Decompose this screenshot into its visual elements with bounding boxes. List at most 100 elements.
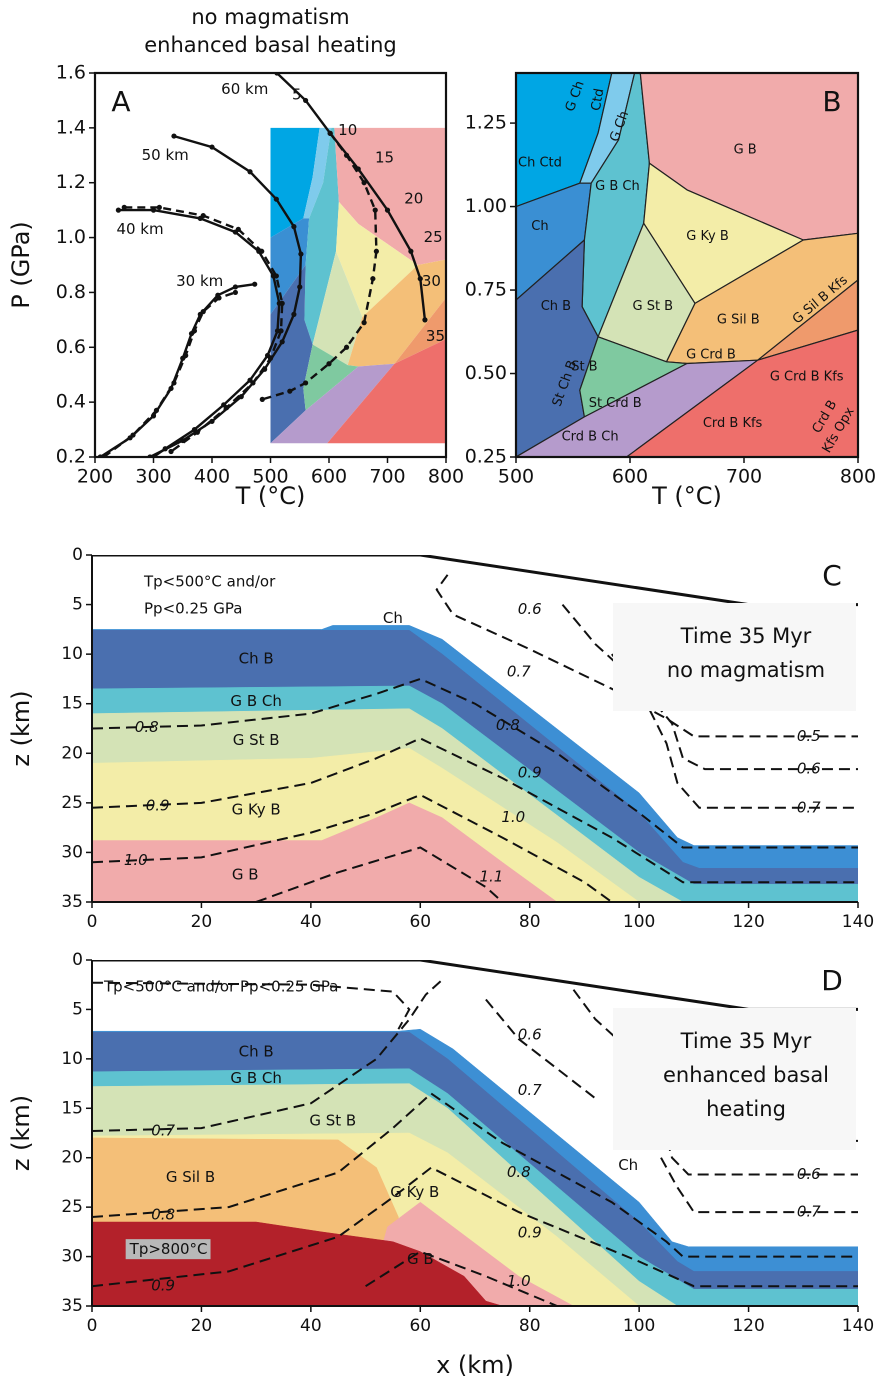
panel-title: no magmatism (667, 658, 825, 682)
pt-dot (250, 380, 256, 386)
y-tick-label: 15 (61, 694, 83, 714)
pt-dot (370, 276, 376, 282)
y-tick-label: 35 (61, 892, 83, 912)
pt-dot (361, 180, 367, 186)
pt-dot (417, 276, 423, 282)
y-axis-label: z (km) (7, 690, 35, 766)
pt-dot (291, 311, 297, 317)
phase-field (312, 251, 363, 366)
panel-letter: B (822, 85, 841, 118)
contour-label: 0.7 (797, 798, 821, 816)
pt-path (276, 73, 427, 321)
phase-label: G St B (233, 731, 280, 749)
contour-label: 0.7 (797, 1203, 821, 1221)
phase-field (625, 329, 858, 457)
note: Tp<500°C and/or Pp<0.25 GPa (103, 978, 339, 996)
y-tick-label: 0.6 (56, 336, 86, 358)
pt-dot (278, 328, 284, 334)
pt-dot (209, 418, 215, 424)
title-box (613, 1008, 856, 1150)
pt-dot (298, 251, 304, 257)
phase-label: Ch Ctd (518, 156, 562, 171)
time-label: 30 (422, 272, 441, 290)
phase-label: G Crd B (686, 348, 736, 363)
x-axis-label: T (°C) (651, 482, 722, 510)
chart-title: no magmatism (191, 5, 349, 29)
isobar-contour (92, 737, 858, 884)
isobar-contour (485, 998, 597, 1100)
phase-label: G Sil B (166, 1168, 215, 1186)
x-tick-label: 60 (409, 912, 431, 932)
x-tick-label: 20 (191, 1316, 213, 1336)
phase-label: Ch (618, 1156, 638, 1174)
y-tick-label: 0.8 (56, 281, 86, 303)
x-axis-label: x (km) (436, 1351, 514, 1379)
pt-dot (384, 207, 391, 213)
pt-dot (291, 224, 297, 230)
panel-title: enhanced basal (663, 1063, 829, 1087)
x-tick-label: 80 (519, 1316, 541, 1336)
phase-label: G St B (632, 299, 673, 314)
pt-dot (162, 446, 168, 452)
pt-dot (156, 204, 162, 210)
pt-dot (168, 448, 174, 455)
contour-label: 0.6 (797, 1165, 821, 1183)
pt-dot (287, 388, 293, 394)
pt-dot (259, 396, 265, 402)
plot-area: 0.6 0.7 0.8 0.8 0.9 0.9 1.0 1.0 1.1 0.5 0.6 0.7 Ch Ch… (92, 555, 858, 902)
phase-field (394, 297, 446, 364)
isobar-contour (638, 1078, 858, 1176)
pt-dot (235, 226, 241, 232)
plot-area: 0.60.70.70.80.90.80.91.00.50.60.7Ch BG B… (92, 960, 858, 1306)
x-tick-label: 600 (612, 466, 648, 488)
pt-dot (183, 352, 189, 359)
contour-label: 0.8 (507, 1163, 531, 1181)
pt-dot (343, 344, 350, 350)
panel-letter: C (822, 559, 842, 592)
pt-dot (200, 213, 206, 219)
pt-dot (247, 169, 253, 175)
panel-title: Time 35 Myr (680, 624, 812, 648)
x-tick-label: 140 (842, 1316, 874, 1336)
y-tick-label: 0.25 (465, 446, 507, 468)
pt-dot (232, 289, 238, 296)
time-label: 10 (338, 121, 357, 139)
pt-dot (422, 317, 428, 323)
x-tick-label: 700 (369, 466, 405, 488)
phase-field (336, 201, 418, 318)
x-tick-label: 800 (840, 466, 876, 488)
x-tick-label: 40 (300, 1316, 322, 1336)
phase-label: G Ky B (686, 229, 729, 244)
contour-label: 1.1 (479, 868, 503, 886)
pt-dot (327, 130, 333, 136)
pt-dot (191, 328, 198, 334)
contour-label: 0.5 (797, 727, 821, 745)
note: Tp<500°C and/or (143, 573, 276, 591)
y-tick-label: 5 (72, 595, 83, 615)
y-tick-label: 15 (61, 1098, 83, 1118)
contour-label: 0.7 (151, 1122, 175, 1140)
y-tick-label: 25 (61, 1197, 83, 1217)
phase-field (270, 363, 395, 444)
pt-dot (200, 309, 206, 315)
pt-dot (216, 295, 222, 301)
y-tick-label: 20 (61, 1148, 83, 1168)
phase-field (303, 127, 332, 219)
y-tick-label: 1.6 (56, 62, 86, 84)
contour-label: 0.9 (151, 1277, 175, 1295)
rock-layer (92, 802, 558, 902)
isobar-contour (92, 793, 613, 902)
pt-dot (267, 355, 274, 361)
phase-label: G Crd B Kfs (770, 369, 844, 384)
x-tick-label: 0 (87, 1316, 98, 1336)
x-tick-label: 100 (623, 1316, 655, 1336)
phase-label: G Sil B (717, 313, 760, 328)
pt-dot (121, 204, 127, 210)
pt-dot (279, 339, 285, 345)
phase-label: Ch (383, 609, 403, 627)
contour-label: 0.9 (518, 1223, 542, 1241)
phase-field (303, 344, 359, 411)
phase-label: G B Ch (230, 1069, 281, 1087)
x-tick-label: 600 (311, 466, 347, 488)
x-tick-label: 80 (519, 912, 541, 932)
